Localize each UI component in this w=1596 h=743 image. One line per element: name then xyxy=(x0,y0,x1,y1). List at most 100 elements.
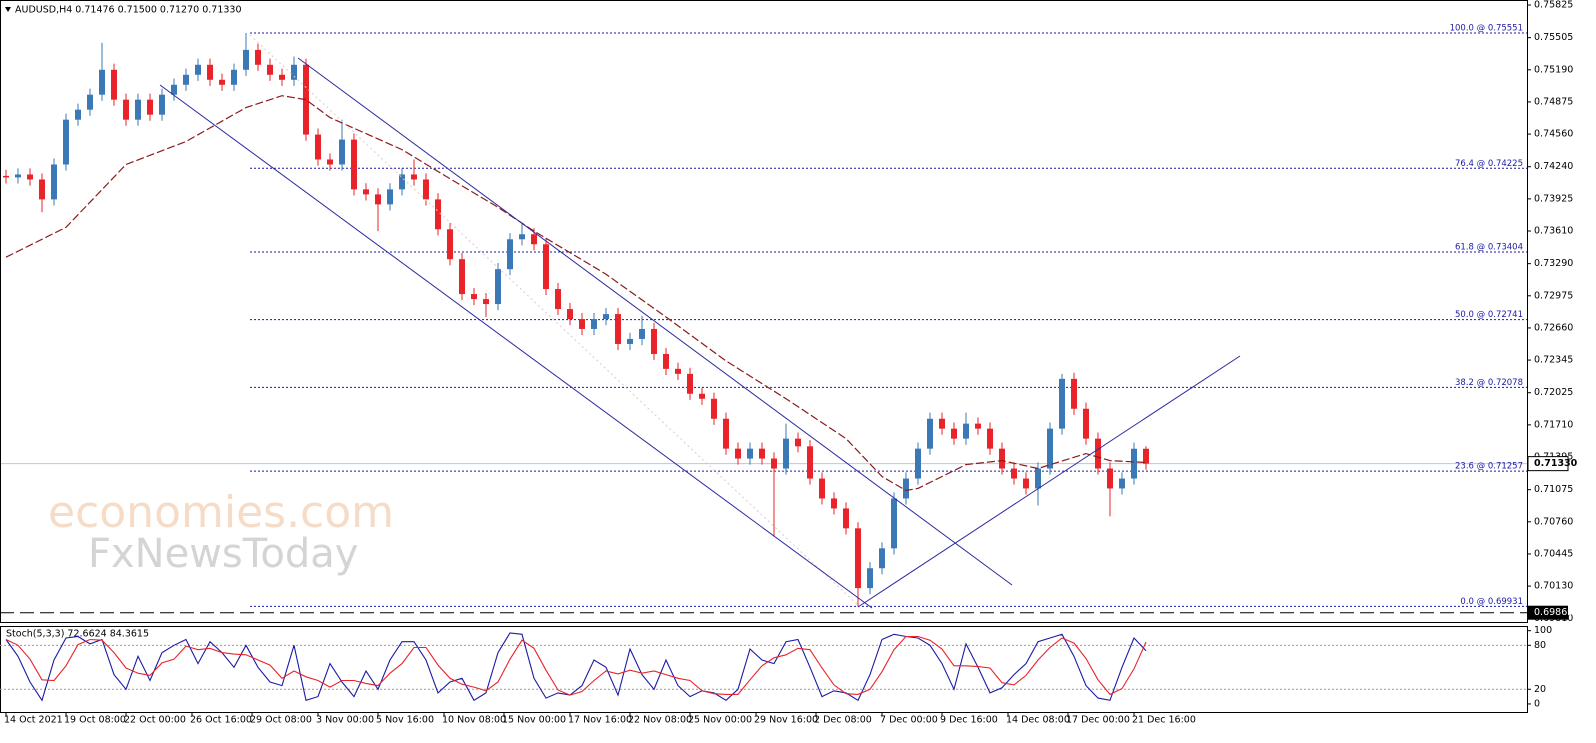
candle-body xyxy=(507,239,513,270)
candle-body xyxy=(243,49,249,70)
trend-line xyxy=(297,57,1013,586)
x-tick-label: 21 Dec 16:00 xyxy=(1132,715,1196,726)
candle-body xyxy=(123,99,129,120)
candle-body xyxy=(375,194,381,205)
candle-body xyxy=(627,338,633,344)
fib-label: 38.2 @ 0.72078 xyxy=(1455,378,1523,388)
watermark: FxNewsToday xyxy=(88,531,358,577)
candle-body xyxy=(891,498,897,549)
indicator-line xyxy=(5,635,1147,696)
trend-line xyxy=(159,84,873,609)
x-tick-label: 26 Oct 16:00 xyxy=(190,715,252,726)
price-tag xyxy=(1528,605,1568,620)
candle-body xyxy=(267,64,273,75)
candle-body xyxy=(711,398,717,419)
candle-body xyxy=(963,423,969,439)
candle-body xyxy=(339,139,345,165)
candle-body xyxy=(903,478,909,499)
candle-body xyxy=(315,134,321,160)
menu-arrow xyxy=(5,7,11,12)
candle-body xyxy=(831,498,837,509)
candle-body xyxy=(303,64,309,135)
y-tick-label: 0.70445 xyxy=(1534,548,1573,559)
candle-body xyxy=(171,84,177,95)
x-tick-label: 17 Nov 16:00 xyxy=(568,715,632,726)
fib-trend xyxy=(249,34,861,608)
x-tick-label: 22 Oct 00:00 xyxy=(124,715,186,726)
candle-body xyxy=(255,49,261,65)
candle-body xyxy=(759,448,765,459)
x-tick-label: 9 Dec 16:00 xyxy=(940,715,998,726)
moving-average xyxy=(5,95,1147,492)
y-tick-label: 0.72975 xyxy=(1534,290,1573,301)
candle-body xyxy=(207,64,213,80)
candle-body xyxy=(1083,408,1089,439)
candle-body xyxy=(999,448,1005,469)
candle-body xyxy=(519,234,525,240)
y-tick-label: 0.70760 xyxy=(1534,516,1573,527)
x-tick-label: 17 Dec 00:00 xyxy=(1066,715,1130,726)
candle-body xyxy=(1131,448,1137,479)
y-tick-label: 0.75190 xyxy=(1534,64,1573,75)
candle-body xyxy=(951,428,957,439)
candle-body xyxy=(99,69,105,95)
candle-body xyxy=(987,428,993,449)
x-tick-label: 22 Nov 08:00 xyxy=(628,715,692,726)
plot-area xyxy=(0,32,1527,614)
candle-body xyxy=(771,458,777,469)
candle-body xyxy=(1119,478,1125,489)
y-tick-label: 0.71075 xyxy=(1534,484,1573,495)
y-tick-label: 0.71710 xyxy=(1534,419,1573,430)
price-tag xyxy=(1527,456,1569,472)
candle-body xyxy=(795,438,801,447)
y-tick-label: 0.72025 xyxy=(1534,387,1573,398)
candle-body xyxy=(327,159,333,165)
candle-body xyxy=(87,94,93,110)
candle-body xyxy=(855,528,861,589)
x-tick-label: 29 Oct 08:00 xyxy=(250,715,312,726)
candle-body xyxy=(159,94,165,115)
candle-body xyxy=(723,418,729,449)
x-tick-label: 10 Nov 08:00 xyxy=(442,715,506,726)
y-tick-label: 80 xyxy=(1534,640,1546,651)
y-tick-label: 20 xyxy=(1534,684,1546,695)
candle-body xyxy=(75,109,81,120)
x-tick-label: 3 Nov 00:00 xyxy=(316,715,374,726)
candle-body xyxy=(591,319,597,329)
candle-body xyxy=(567,309,573,320)
candle-body xyxy=(3,175,9,178)
stoch-frame xyxy=(0,626,1528,713)
candle-body xyxy=(111,69,117,100)
x-tick-label: 29 Nov 16:00 xyxy=(754,715,818,726)
candle-body xyxy=(543,244,549,290)
candle-body xyxy=(1011,468,1017,479)
candle-body xyxy=(699,393,705,399)
candle-body xyxy=(1047,428,1053,469)
candle-body xyxy=(819,478,825,499)
watermark: economies.com xyxy=(48,487,394,538)
price-tag-label: 0.71330 xyxy=(1534,458,1578,469)
candle-body xyxy=(411,174,417,180)
candle-body xyxy=(495,269,501,305)
y-tick-label: 0.73290 xyxy=(1534,258,1573,269)
candle-body xyxy=(603,314,609,320)
candle-body xyxy=(387,189,393,205)
candle-body xyxy=(1035,468,1041,489)
y-tick-label: 0 xyxy=(1534,698,1540,709)
candle-body xyxy=(1107,468,1113,489)
indicator-title: Stoch(5,3,3) 72.6624 84.3615 xyxy=(6,629,149,640)
main-frame xyxy=(0,0,1528,623)
x-tick-label: 5 Nov 16:00 xyxy=(376,715,434,726)
candle-body xyxy=(531,234,537,245)
candle-body xyxy=(363,189,369,195)
candle-body xyxy=(843,508,849,529)
candle-body xyxy=(459,259,465,295)
y-tick-label: 0.75505 xyxy=(1534,32,1573,43)
candle-body xyxy=(939,418,945,429)
candle-body xyxy=(615,314,621,344)
candle-body xyxy=(351,139,357,190)
x-tick-label: 15 Nov 00:00 xyxy=(502,715,566,726)
candle-body xyxy=(867,568,873,589)
